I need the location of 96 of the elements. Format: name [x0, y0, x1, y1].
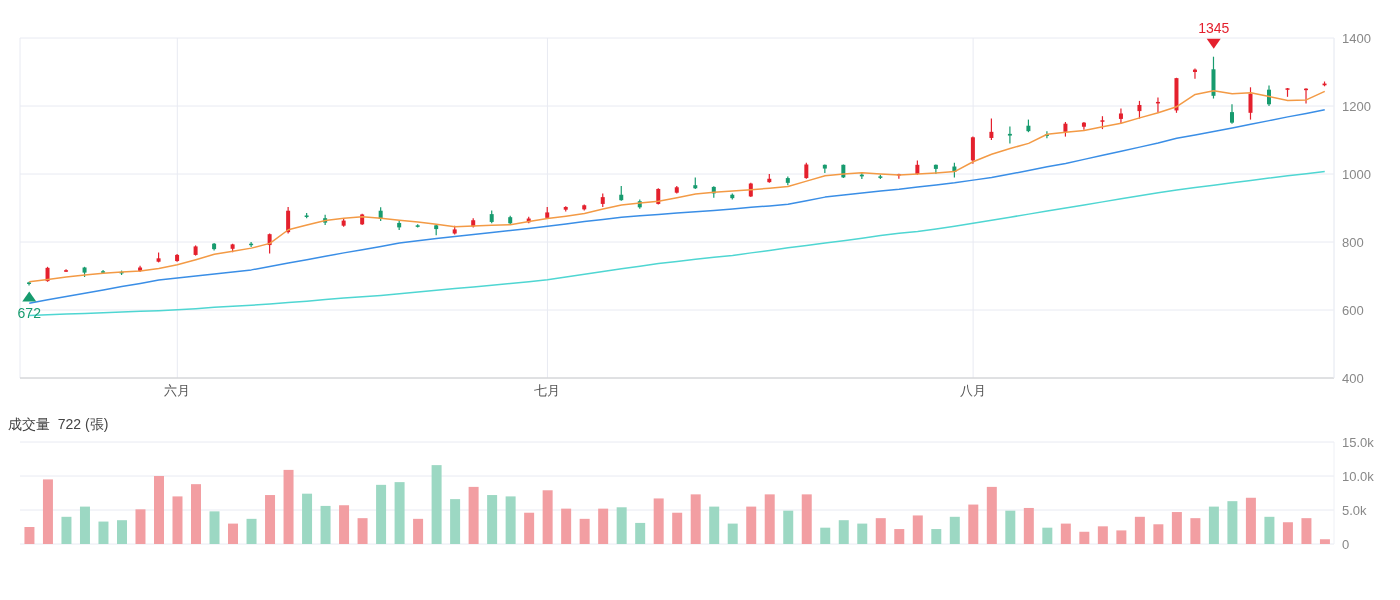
bar [783, 510, 794, 544]
y-tick-label: 1200 [1342, 98, 1371, 114]
annotation: 1345 [1198, 19, 1230, 36]
bar [820, 527, 831, 544]
bar [616, 507, 627, 544]
bar [653, 498, 664, 544]
bar [1153, 524, 1164, 544]
bar [1245, 497, 1256, 544]
bar [857, 523, 868, 544]
candlestick [1007, 125, 1012, 144]
bar [487, 495, 498, 544]
candlestick [989, 117, 994, 141]
bar [357, 518, 368, 544]
bar [116, 520, 127, 544]
bar [690, 494, 701, 544]
bar [764, 494, 775, 544]
candlestick [1248, 86, 1253, 121]
bar [1079, 531, 1090, 544]
bar [283, 469, 294, 544]
bar [1097, 526, 1108, 544]
bar [413, 518, 424, 544]
bar [875, 518, 886, 544]
y-tick-label: 600 [1342, 302, 1364, 318]
chart-title: 成交量 722 (張) [8, 415, 110, 434]
bar [1060, 523, 1071, 544]
y-tick-label: 800 [1342, 234, 1364, 250]
bar [579, 518, 590, 544]
bar [79, 506, 90, 544]
bar [931, 529, 942, 544]
bar [265, 495, 276, 544]
bar [1042, 527, 1053, 544]
bar [561, 508, 572, 544]
x-tick-label: 六月 [164, 383, 191, 399]
bar [24, 527, 35, 544]
bar [1116, 530, 1127, 544]
bar [894, 529, 905, 544]
x-tick-label: 八月 [960, 383, 987, 399]
bar [42, 479, 53, 544]
bar [209, 511, 220, 544]
bar [153, 476, 164, 544]
candlestick [1229, 103, 1234, 125]
bar [986, 486, 997, 544]
bar [339, 505, 350, 544]
bar [1264, 516, 1275, 544]
bar [191, 484, 202, 544]
bar [1227, 501, 1238, 544]
bar [727, 523, 738, 544]
bar [672, 512, 683, 544]
bar [746, 506, 757, 544]
x-tick-label: 七月 [534, 383, 561, 399]
y-tick-label: 15.0k [1342, 434, 1375, 450]
bar [801, 494, 812, 544]
bar [1134, 516, 1145, 544]
annotation: 672 [17, 304, 42, 321]
bar [61, 516, 72, 544]
y-tick-label: 0 [1342, 536, 1350, 552]
bar [1023, 507, 1034, 544]
bar [98, 521, 109, 544]
line-series [28, 89, 1326, 283]
bar [1171, 512, 1182, 544]
bar [320, 505, 331, 544]
y-tick-label: 5.0k [1342, 502, 1368, 518]
bar [1282, 522, 1293, 544]
bar [1301, 518, 1312, 544]
bar [450, 499, 461, 544]
bar [172, 496, 183, 544]
y-tick-label: 1000 [1342, 166, 1371, 182]
bar [949, 516, 960, 544]
bar [524, 512, 535, 544]
bar [228, 523, 239, 544]
y-tick-label: 400 [1342, 370, 1364, 386]
bar [1190, 518, 1201, 544]
candlestick [27, 281, 32, 287]
bar [912, 515, 923, 544]
bar [468, 486, 479, 544]
bar [1005, 510, 1016, 544]
bar [598, 508, 609, 544]
bar [1319, 539, 1330, 544]
bar [505, 496, 516, 544]
bar [635, 522, 646, 544]
bar [542, 490, 553, 544]
bar [376, 484, 387, 544]
bar [431, 465, 442, 544]
bar [968, 504, 979, 544]
bar [709, 506, 720, 544]
bar [838, 520, 849, 544]
candlestick [286, 206, 291, 235]
candlestick [970, 136, 975, 165]
y-tick-label: 1400 [1342, 30, 1371, 46]
bar [135, 509, 146, 544]
bar [1208, 506, 1219, 544]
candlestick [1118, 107, 1123, 125]
bar [302, 493, 313, 544]
y-tick-label: 10.0k [1342, 468, 1375, 484]
bar [394, 482, 405, 544]
bar [246, 518, 257, 544]
